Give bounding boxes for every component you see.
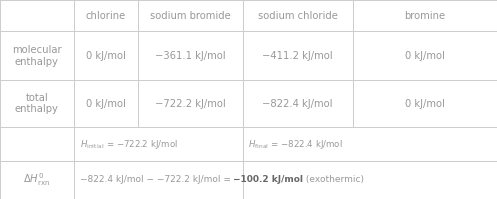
Text: −822.4 kJ/mol − −722.2 kJ/mol =: −822.4 kJ/mol − −722.2 kJ/mol = [80, 175, 233, 184]
Text: molecular
enthalpy: molecular enthalpy [12, 45, 62, 66]
Text: $H_{\mathrm{initial}}$ = −722.2 kJ/mol: $H_{\mathrm{initial}}$ = −722.2 kJ/mol [80, 138, 177, 151]
Text: 0 kJ/mol: 0 kJ/mol [405, 99, 445, 109]
Text: −722.2 kJ/mol: −722.2 kJ/mol [155, 99, 226, 109]
Text: sodium chloride: sodium chloride [258, 11, 337, 21]
Text: (exothermic): (exothermic) [303, 175, 364, 184]
Text: 0 kJ/mol: 0 kJ/mol [405, 51, 445, 61]
Text: −411.2 kJ/mol: −411.2 kJ/mol [262, 51, 333, 61]
Text: total
enthalpy: total enthalpy [15, 93, 59, 114]
Text: 0 kJ/mol: 0 kJ/mol [86, 99, 126, 109]
Text: $\Delta H^0_{\mathrm{rxn}}$: $\Delta H^0_{\mathrm{rxn}}$ [23, 172, 50, 188]
Text: $H_{\mathrm{final}}$ = −822.4 kJ/mol: $H_{\mathrm{final}}$ = −822.4 kJ/mol [248, 138, 343, 151]
Text: −361.1 kJ/mol: −361.1 kJ/mol [155, 51, 226, 61]
Text: sodium bromide: sodium bromide [150, 11, 231, 21]
Text: −822.4 kJ/mol: −822.4 kJ/mol [262, 99, 333, 109]
Text: −100.2 kJ/mol: −100.2 kJ/mol [233, 175, 303, 184]
Text: chlorine: chlorine [86, 11, 126, 21]
Text: bromine: bromine [405, 11, 445, 21]
Text: 0 kJ/mol: 0 kJ/mol [86, 51, 126, 61]
